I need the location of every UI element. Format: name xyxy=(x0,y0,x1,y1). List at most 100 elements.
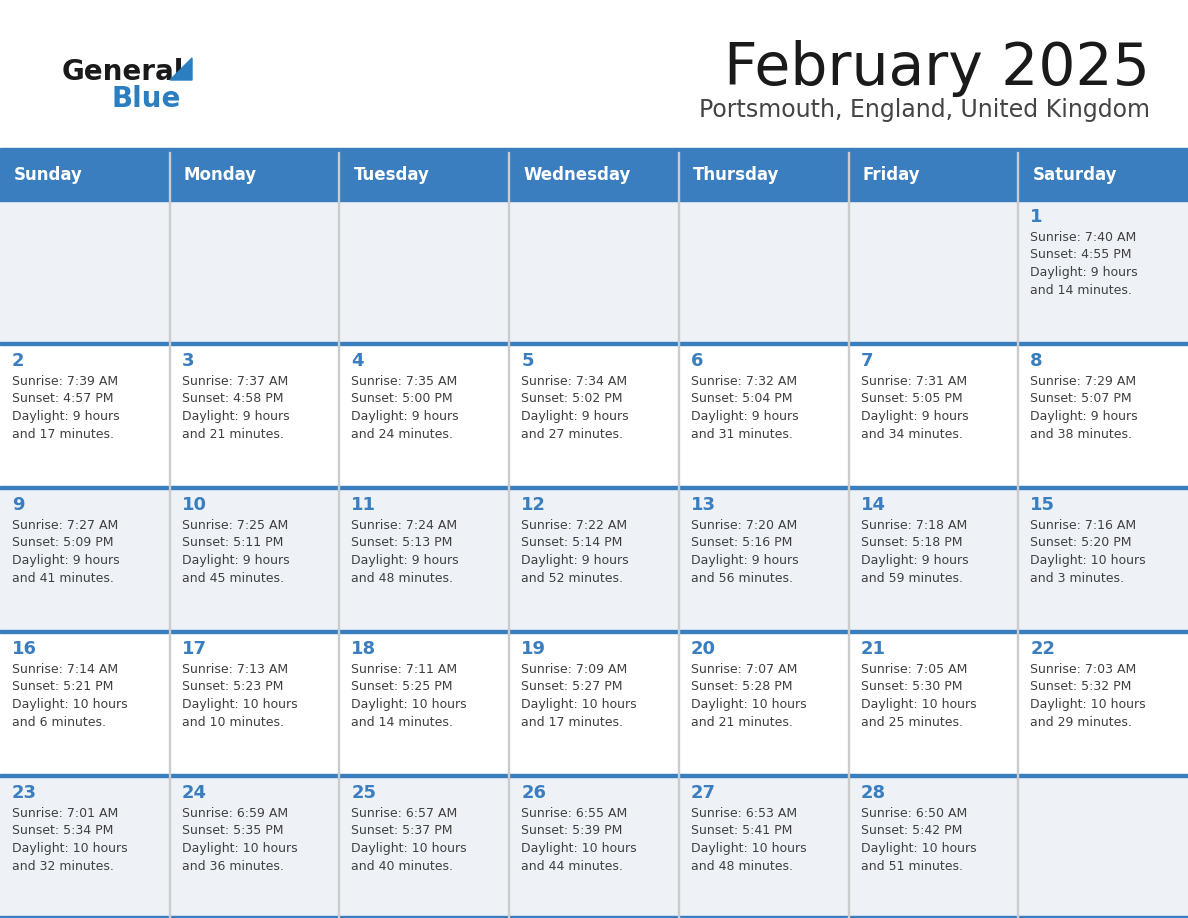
Text: and 45 minutes.: and 45 minutes. xyxy=(182,572,284,585)
Text: Sunset: 5:09 PM: Sunset: 5:09 PM xyxy=(12,536,114,550)
Text: Sunrise: 7:35 AM: Sunrise: 7:35 AM xyxy=(352,375,457,388)
Text: 9: 9 xyxy=(12,496,25,514)
Text: Sunrise: 7:13 AM: Sunrise: 7:13 AM xyxy=(182,663,287,676)
Text: Sunrise: 7:11 AM: Sunrise: 7:11 AM xyxy=(352,663,457,676)
Bar xyxy=(848,152,1018,198)
Text: Daylight: 9 hours: Daylight: 9 hours xyxy=(1030,266,1138,279)
Text: Sunrise: 7:07 AM: Sunrise: 7:07 AM xyxy=(691,663,797,676)
Bar xyxy=(0,198,1188,342)
Text: Daylight: 9 hours: Daylight: 9 hours xyxy=(691,410,798,423)
Text: and 31 minutes.: and 31 minutes. xyxy=(691,428,792,441)
Text: Sunset: 5:04 PM: Sunset: 5:04 PM xyxy=(691,393,792,406)
Text: Sunrise: 7:40 AM: Sunrise: 7:40 AM xyxy=(1030,231,1137,244)
Text: Daylight: 9 hours: Daylight: 9 hours xyxy=(860,410,968,423)
Text: Sunset: 5:18 PM: Sunset: 5:18 PM xyxy=(860,536,962,550)
Text: 10: 10 xyxy=(182,496,207,514)
Text: Sunrise: 7:24 AM: Sunrise: 7:24 AM xyxy=(352,519,457,532)
Text: Sunrise: 7:34 AM: Sunrise: 7:34 AM xyxy=(522,375,627,388)
Text: Daylight: 10 hours: Daylight: 10 hours xyxy=(182,698,297,711)
Text: Daylight: 10 hours: Daylight: 10 hours xyxy=(1030,698,1146,711)
Text: 25: 25 xyxy=(352,784,377,802)
Text: Sunset: 5:13 PM: Sunset: 5:13 PM xyxy=(352,536,453,550)
Text: 4: 4 xyxy=(352,352,364,370)
Text: and 51 minutes.: and 51 minutes. xyxy=(860,859,962,872)
Bar xyxy=(0,152,170,198)
Text: Daylight: 10 hours: Daylight: 10 hours xyxy=(1030,554,1146,567)
Text: Sunset: 5:39 PM: Sunset: 5:39 PM xyxy=(522,824,623,837)
Text: Saturday: Saturday xyxy=(1032,166,1117,184)
Text: Sunset: 5:23 PM: Sunset: 5:23 PM xyxy=(182,680,283,693)
Bar xyxy=(0,630,1188,774)
Text: Daylight: 10 hours: Daylight: 10 hours xyxy=(860,842,977,855)
Text: Daylight: 10 hours: Daylight: 10 hours xyxy=(12,698,127,711)
Text: and 27 minutes.: and 27 minutes. xyxy=(522,428,624,441)
Text: 24: 24 xyxy=(182,784,207,802)
Text: Sunrise: 6:50 AM: Sunrise: 6:50 AM xyxy=(860,807,967,820)
Text: Sunset: 5:14 PM: Sunset: 5:14 PM xyxy=(522,536,623,550)
Text: Sunrise: 7:27 AM: Sunrise: 7:27 AM xyxy=(12,519,119,532)
Text: Sunrise: 7:37 AM: Sunrise: 7:37 AM xyxy=(182,375,287,388)
Text: 20: 20 xyxy=(691,640,716,658)
Text: Tuesday: Tuesday xyxy=(353,166,429,184)
Text: 12: 12 xyxy=(522,496,546,514)
Text: Sunrise: 6:53 AM: Sunrise: 6:53 AM xyxy=(691,807,797,820)
Text: Friday: Friday xyxy=(862,166,921,184)
Text: Sunrise: 7:20 AM: Sunrise: 7:20 AM xyxy=(691,519,797,532)
Text: 16: 16 xyxy=(12,640,37,658)
Text: Sunset: 5:32 PM: Sunset: 5:32 PM xyxy=(1030,680,1132,693)
Text: Daylight: 9 hours: Daylight: 9 hours xyxy=(691,554,798,567)
Text: and 14 minutes.: and 14 minutes. xyxy=(1030,284,1132,297)
Text: Sunrise: 7:22 AM: Sunrise: 7:22 AM xyxy=(522,519,627,532)
Text: Portsmouth, England, United Kingdom: Portsmouth, England, United Kingdom xyxy=(699,98,1150,122)
Text: and 59 minutes.: and 59 minutes. xyxy=(860,572,962,585)
Text: 2: 2 xyxy=(12,352,25,370)
Text: 21: 21 xyxy=(860,640,885,658)
Text: Sunrise: 7:39 AM: Sunrise: 7:39 AM xyxy=(12,375,118,388)
Text: Sunrise: 7:32 AM: Sunrise: 7:32 AM xyxy=(691,375,797,388)
Bar xyxy=(678,152,848,198)
Text: Daylight: 9 hours: Daylight: 9 hours xyxy=(352,554,459,567)
Text: and 25 minutes.: and 25 minutes. xyxy=(860,715,962,729)
Text: 1: 1 xyxy=(1030,208,1043,226)
Text: 17: 17 xyxy=(182,640,207,658)
Text: Wednesday: Wednesday xyxy=(523,166,631,184)
Text: Thursday: Thursday xyxy=(693,166,779,184)
Text: Sunset: 5:34 PM: Sunset: 5:34 PM xyxy=(12,824,113,837)
Bar xyxy=(0,148,1188,152)
Text: Sunset: 5:35 PM: Sunset: 5:35 PM xyxy=(182,824,283,837)
Text: 28: 28 xyxy=(860,784,886,802)
Text: Daylight: 9 hours: Daylight: 9 hours xyxy=(12,554,120,567)
Text: 19: 19 xyxy=(522,640,546,658)
Text: 6: 6 xyxy=(691,352,703,370)
Polygon shape xyxy=(170,58,192,80)
Text: Sunrise: 7:16 AM: Sunrise: 7:16 AM xyxy=(1030,519,1137,532)
Text: Sunset: 5:11 PM: Sunset: 5:11 PM xyxy=(182,536,283,550)
Text: Daylight: 10 hours: Daylight: 10 hours xyxy=(12,842,127,855)
Text: Sunset: 5:21 PM: Sunset: 5:21 PM xyxy=(12,680,113,693)
Text: February 2025: February 2025 xyxy=(725,40,1150,97)
Text: Sunrise: 7:29 AM: Sunrise: 7:29 AM xyxy=(1030,375,1137,388)
Text: Sunrise: 7:01 AM: Sunrise: 7:01 AM xyxy=(12,807,119,820)
Text: Daylight: 10 hours: Daylight: 10 hours xyxy=(352,698,467,711)
Text: and 44 minutes.: and 44 minutes. xyxy=(522,859,623,872)
Text: and 40 minutes.: and 40 minutes. xyxy=(352,859,454,872)
Text: and 17 minutes.: and 17 minutes. xyxy=(12,428,114,441)
Text: and 14 minutes.: and 14 minutes. xyxy=(352,715,454,729)
Text: 14: 14 xyxy=(860,496,885,514)
Text: Sunset: 5:37 PM: Sunset: 5:37 PM xyxy=(352,824,453,837)
Text: Sunrise: 7:14 AM: Sunrise: 7:14 AM xyxy=(12,663,118,676)
Bar xyxy=(0,774,1188,777)
Text: and 34 minutes.: and 34 minutes. xyxy=(860,428,962,441)
Text: Daylight: 9 hours: Daylight: 9 hours xyxy=(182,410,290,423)
Text: Daylight: 10 hours: Daylight: 10 hours xyxy=(691,842,807,855)
Text: Sunset: 5:42 PM: Sunset: 5:42 PM xyxy=(860,824,962,837)
Text: Sunset: 4:55 PM: Sunset: 4:55 PM xyxy=(1030,249,1132,262)
Text: Daylight: 10 hours: Daylight: 10 hours xyxy=(352,842,467,855)
Text: Sunset: 5:20 PM: Sunset: 5:20 PM xyxy=(1030,536,1132,550)
Bar xyxy=(0,342,1188,345)
Bar xyxy=(0,916,1188,918)
Text: Blue: Blue xyxy=(112,85,182,113)
Text: Sunset: 4:57 PM: Sunset: 4:57 PM xyxy=(12,393,114,406)
Text: Sunset: 5:27 PM: Sunset: 5:27 PM xyxy=(522,680,623,693)
Text: Sunrise: 6:57 AM: Sunrise: 6:57 AM xyxy=(352,807,457,820)
